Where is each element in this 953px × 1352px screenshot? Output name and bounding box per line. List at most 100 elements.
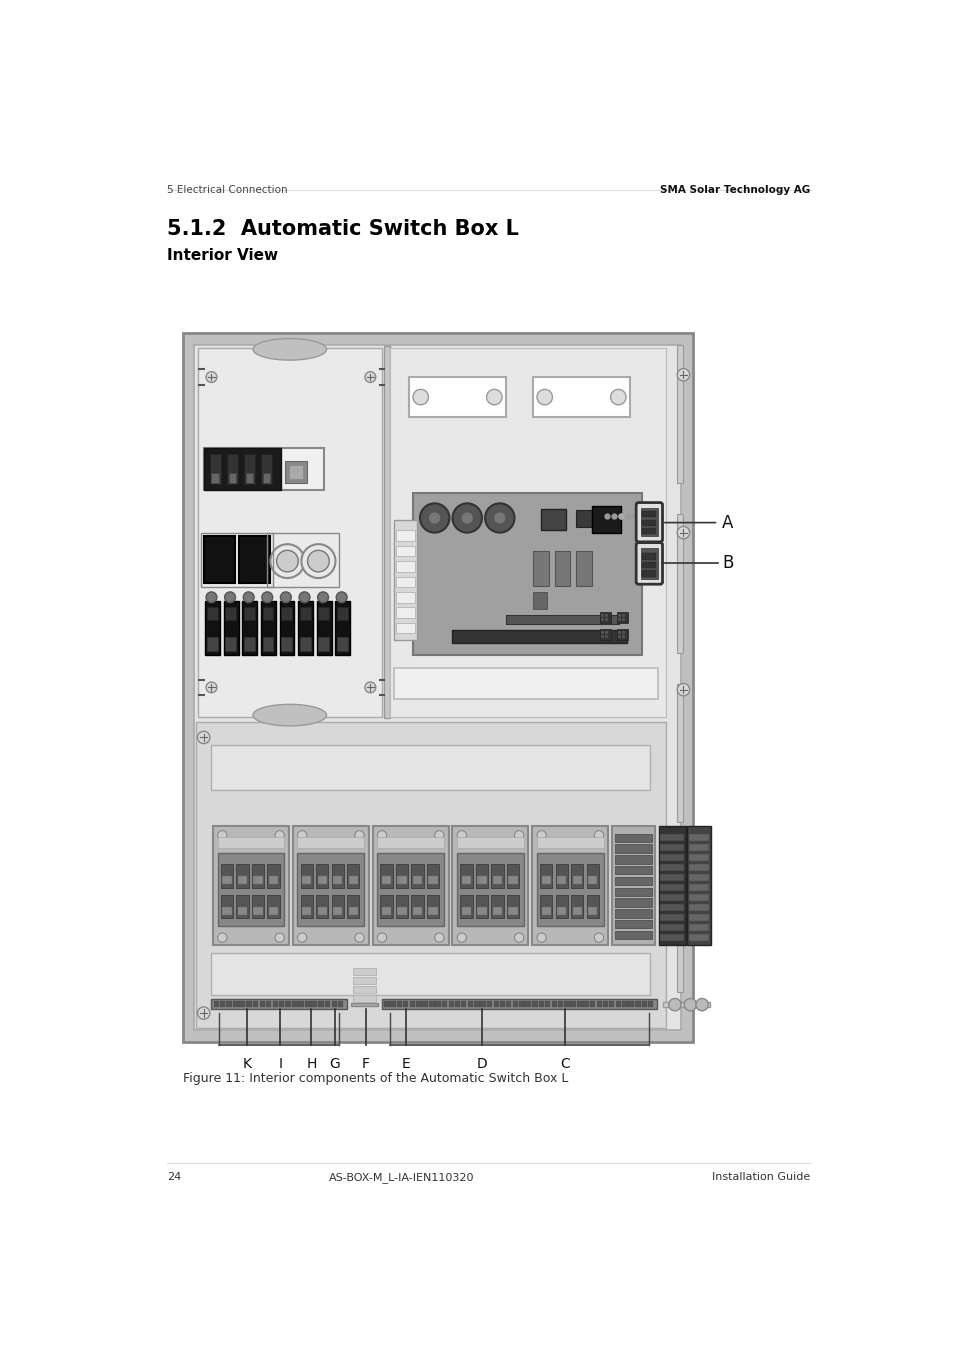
Bar: [183, 333, 692, 1041]
Bar: [397, 876, 406, 884]
Bar: [659, 903, 683, 911]
Bar: [459, 895, 472, 918]
Bar: [222, 876, 232, 884]
Bar: [267, 864, 279, 887]
Bar: [677, 345, 682, 483]
Bar: [395, 623, 415, 634]
Bar: [541, 907, 550, 914]
Circle shape: [317, 592, 328, 603]
Bar: [242, 602, 257, 654]
Bar: [316, 602, 332, 654]
Bar: [381, 999, 657, 1009]
Bar: [348, 907, 357, 914]
Bar: [297, 853, 364, 926]
Circle shape: [270, 544, 304, 579]
Bar: [337, 1000, 343, 1007]
Bar: [558, 1000, 562, 1007]
Bar: [586, 895, 598, 918]
Bar: [537, 1000, 543, 1007]
Text: I: I: [278, 1057, 282, 1071]
Bar: [377, 837, 443, 848]
Bar: [587, 907, 597, 914]
Bar: [455, 1000, 459, 1007]
Bar: [299, 637, 311, 652]
Bar: [402, 1000, 408, 1007]
Text: D: D: [476, 1057, 487, 1071]
Circle shape: [435, 830, 443, 840]
Circle shape: [677, 684, 689, 696]
Bar: [289, 465, 303, 479]
Bar: [347, 864, 359, 887]
Bar: [422, 1000, 427, 1007]
Circle shape: [537, 389, 552, 404]
Bar: [297, 837, 364, 848]
Bar: [395, 895, 408, 918]
Bar: [596, 1000, 601, 1007]
Bar: [279, 602, 294, 654]
Bar: [217, 853, 284, 926]
Bar: [604, 614, 608, 618]
Bar: [351, 1003, 377, 1006]
Circle shape: [537, 830, 546, 840]
Bar: [563, 1000, 569, 1007]
Circle shape: [217, 830, 227, 840]
Bar: [659, 923, 683, 932]
Circle shape: [377, 933, 386, 942]
Text: B: B: [721, 554, 733, 572]
Circle shape: [668, 999, 680, 1011]
Text: SMA Solar Technology AG: SMA Solar Technology AG: [659, 185, 810, 195]
Bar: [253, 876, 262, 884]
Text: 5.1.2  Automatic Switch Box L: 5.1.2 Automatic Switch Box L: [167, 219, 518, 239]
Bar: [210, 454, 220, 484]
Bar: [315, 864, 328, 887]
Text: Interior View: Interior View: [167, 249, 278, 264]
Bar: [239, 1000, 245, 1007]
Circle shape: [355, 830, 364, 840]
Circle shape: [514, 830, 523, 840]
Ellipse shape: [253, 338, 326, 360]
Circle shape: [610, 389, 625, 404]
Bar: [659, 914, 683, 922]
Bar: [688, 864, 708, 872]
Bar: [413, 907, 422, 914]
Bar: [204, 448, 323, 491]
Bar: [300, 895, 313, 918]
Circle shape: [460, 512, 473, 525]
Bar: [336, 637, 348, 652]
Circle shape: [355, 933, 364, 942]
Bar: [244, 454, 254, 484]
Bar: [586, 864, 598, 887]
Bar: [486, 1000, 492, 1007]
Text: K: K: [242, 1057, 252, 1071]
Bar: [540, 508, 565, 530]
Bar: [499, 1000, 505, 1007]
Bar: [217, 837, 284, 848]
Bar: [476, 895, 488, 918]
Bar: [410, 1000, 415, 1007]
Bar: [332, 1000, 336, 1007]
Bar: [616, 1000, 620, 1007]
Bar: [641, 529, 656, 534]
Bar: [252, 864, 264, 887]
Bar: [480, 1000, 485, 1007]
Bar: [383, 346, 390, 718]
Bar: [618, 614, 620, 618]
Bar: [324, 1000, 330, 1007]
Bar: [252, 895, 264, 918]
Bar: [315, 895, 328, 918]
Bar: [377, 853, 443, 926]
Bar: [544, 1000, 550, 1007]
Bar: [244, 607, 254, 621]
Bar: [266, 1000, 271, 1007]
Bar: [269, 907, 278, 914]
Bar: [411, 864, 423, 887]
Bar: [204, 537, 234, 583]
Bar: [390, 1000, 395, 1007]
Bar: [600, 631, 604, 634]
Bar: [456, 853, 523, 926]
Text: F: F: [361, 1057, 370, 1071]
Bar: [225, 637, 236, 652]
Circle shape: [594, 830, 603, 840]
Bar: [688, 894, 708, 902]
Bar: [659, 834, 683, 841]
